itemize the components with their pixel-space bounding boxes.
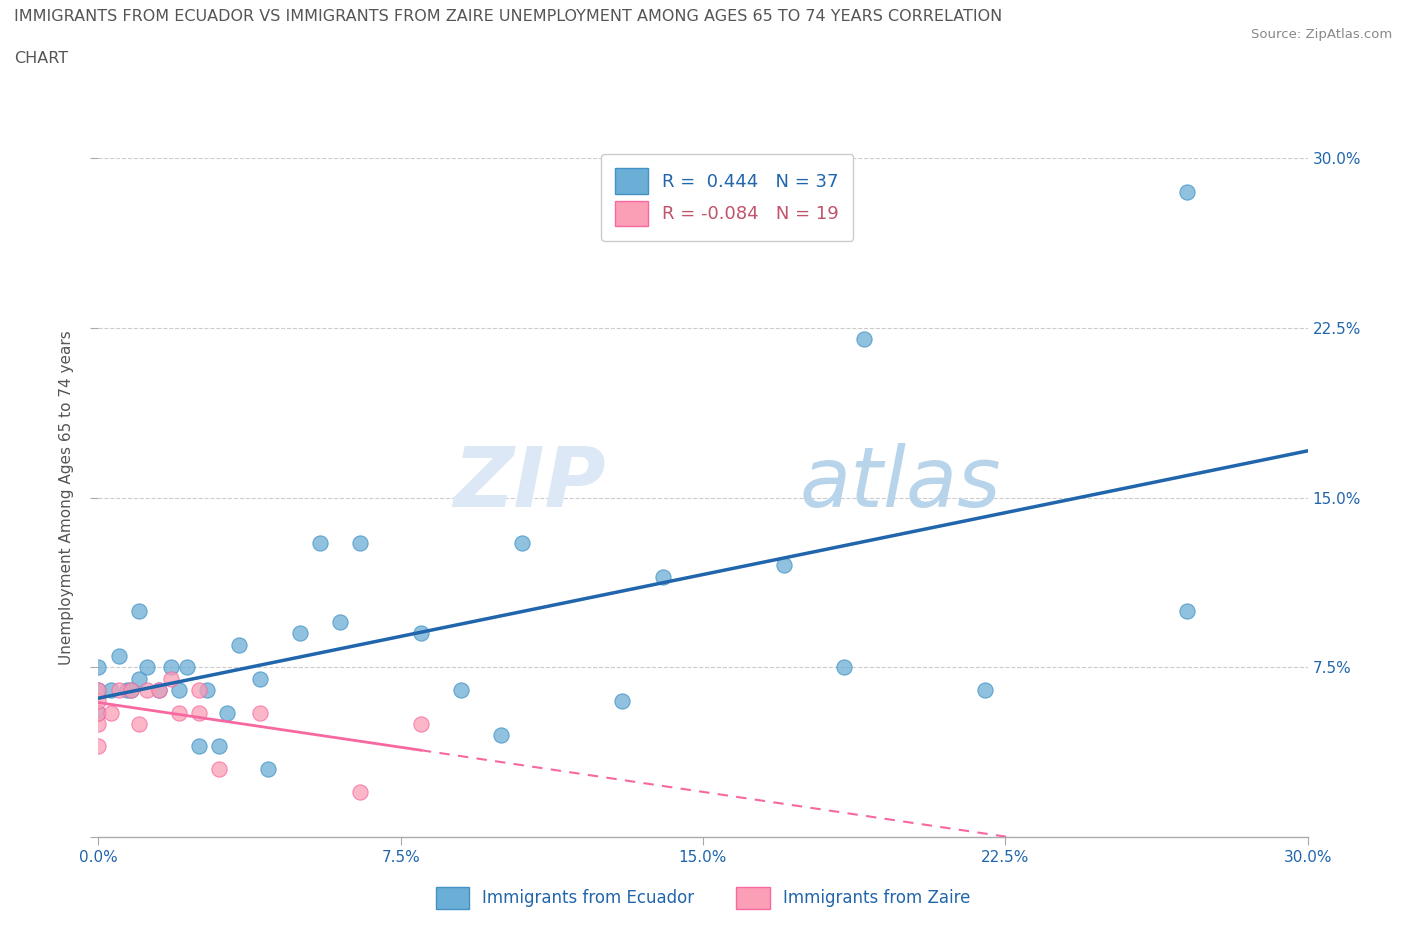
Point — [491, 727, 513, 742]
Point — [107, 648, 129, 663]
Point — [87, 660, 110, 675]
Point — [100, 705, 122, 720]
Point — [148, 683, 170, 698]
Point — [135, 660, 157, 675]
Legend: Immigrants from Ecuador, Immigrants from Zaire: Immigrants from Ecuador, Immigrants from… — [427, 879, 979, 917]
Point — [349, 536, 371, 551]
Point — [409, 626, 432, 641]
Text: ZIP: ZIP — [454, 444, 606, 525]
Point — [120, 683, 142, 698]
Point — [148, 683, 170, 698]
Point — [176, 660, 198, 675]
Point — [974, 683, 997, 698]
Point — [115, 683, 138, 698]
Point — [228, 637, 250, 652]
Point — [87, 683, 110, 698]
Point — [128, 716, 150, 731]
Point — [120, 683, 142, 698]
Point — [256, 762, 278, 777]
Point — [87, 694, 110, 709]
Point — [87, 705, 110, 720]
Point — [160, 671, 183, 686]
Point — [87, 705, 110, 720]
Point — [612, 694, 634, 709]
Point — [651, 569, 673, 584]
Point — [409, 716, 432, 731]
Point — [853, 332, 876, 347]
Point — [208, 739, 231, 754]
Point — [128, 604, 150, 618]
Point — [772, 558, 794, 573]
Text: Source: ZipAtlas.com: Source: ZipAtlas.com — [1251, 28, 1392, 41]
Point — [309, 536, 332, 551]
Point — [450, 683, 472, 698]
Point — [1175, 604, 1198, 618]
Point — [128, 671, 150, 686]
Point — [160, 660, 183, 675]
Point — [1175, 185, 1198, 200]
Point — [217, 705, 239, 720]
Point — [107, 683, 129, 698]
Point — [87, 739, 110, 754]
Point — [288, 626, 311, 641]
Point — [188, 683, 211, 698]
Text: IMMIGRANTS FROM ECUADOR VS IMMIGRANTS FROM ZAIRE UNEMPLOYMENT AMONG AGES 65 TO 7: IMMIGRANTS FROM ECUADOR VS IMMIGRANTS FR… — [14, 9, 1002, 24]
Point — [100, 683, 122, 698]
Y-axis label: Unemployment Among Ages 65 to 74 years: Unemployment Among Ages 65 to 74 years — [59, 330, 75, 665]
Point — [188, 739, 211, 754]
Point — [195, 683, 218, 698]
Point — [832, 660, 855, 675]
Point — [349, 784, 371, 799]
Point — [329, 615, 352, 630]
Point — [188, 705, 211, 720]
Point — [167, 683, 190, 698]
Text: atlas: atlas — [800, 444, 1001, 525]
Point — [208, 762, 231, 777]
Point — [135, 683, 157, 698]
Point — [249, 671, 271, 686]
Text: CHART: CHART — [14, 51, 67, 66]
Point — [167, 705, 190, 720]
Point — [510, 536, 533, 551]
Point — [249, 705, 271, 720]
Point — [87, 716, 110, 731]
Legend: R =  0.444   N = 37, R = -0.084   N = 19: R = 0.444 N = 37, R = -0.084 N = 19 — [600, 153, 853, 241]
Point — [87, 683, 110, 698]
